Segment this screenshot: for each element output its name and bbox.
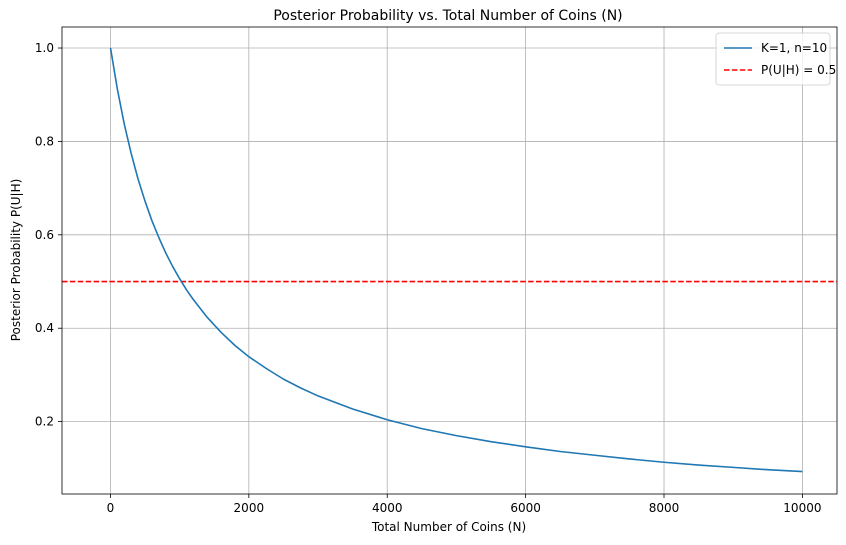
y-tick-label: 0.4 — [35, 321, 54, 335]
legend: K=1, n=10 P(U|H) = 0.5 — [715, 32, 836, 86]
x-tick-label: 2000 — [234, 501, 265, 515]
plot-frame — [61, 26, 838, 495]
x-axis-ticks: 0 2000 4000 6000 8000 10000 — [107, 494, 821, 515]
x-tick-label: 10000 — [783, 501, 821, 515]
legend-box — [715, 32, 831, 86]
y-tick-label: 0.2 — [35, 415, 54, 429]
legend-label-k1-n10: K=1, n=10 — [761, 41, 827, 55]
y-tick-label: 0.8 — [35, 134, 54, 148]
x-tick-label: 4000 — [372, 501, 403, 515]
posterior-curve — [109, 47, 803, 473]
series-layer — [109, 47, 803, 473]
y-axis-ticks: 0.2 0.4 0.6 0.8 1.0 — [35, 41, 62, 429]
legend-label-threshold: P(U|H) = 0.5 — [761, 63, 836, 77]
y-tick-label: 1.0 — [35, 41, 54, 55]
y-tick-label: 0.6 — [35, 228, 54, 242]
chart-title: Posterior Probability vs. Total Number o… — [273, 8, 622, 24]
x-axis-label: Total Number of Coins (N) — [371, 520, 526, 534]
x-tick-label: 0 — [107, 501, 115, 515]
y-axis-label: Posterior Probability P(U|H) — [9, 179, 23, 342]
x-tick-label: 8000 — [649, 501, 680, 515]
grid-layer — [62, 27, 837, 494]
x-tick-label: 6000 — [510, 501, 541, 515]
